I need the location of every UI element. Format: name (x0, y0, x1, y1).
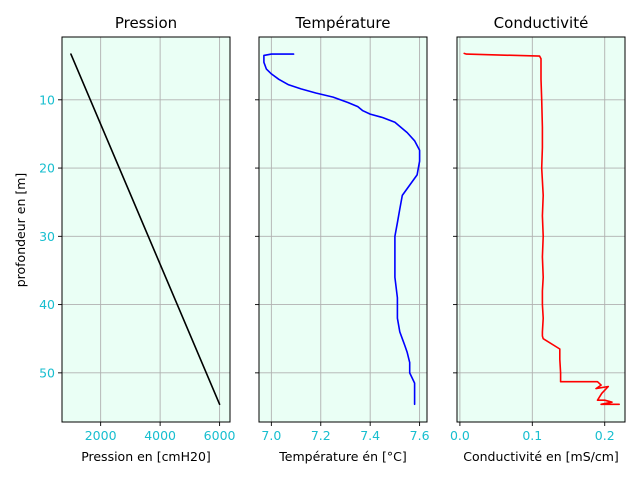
x-tick-label: 2000 (85, 428, 117, 443)
x-axis-label: Pression en [cmH20] (81, 449, 211, 464)
y-tick-label: 30 (39, 229, 55, 244)
x-tick-label: 6000 (204, 428, 236, 443)
panel-3: 0.0 0.1 0.2 Conductivité Conductivité en [mS… (450, 14, 626, 464)
y-axis-label: profondeur en [m] (13, 173, 28, 288)
panel-title: Conductivité (494, 14, 589, 32)
panel-1: 2000 4000 6000 10 20 30 40 50 Pression Pression e… (39, 14, 235, 464)
y-tick-label: 10 (39, 92, 55, 107)
x-tick-label: 7.4 (360, 428, 380, 443)
plot-frame (258, 36, 428, 423)
x-tick-label: 7.6 (410, 428, 430, 443)
series-line-1 (463, 52, 621, 406)
series-line-1 (263, 53, 421, 406)
panel-title: Température (294, 14, 390, 32)
x-axis-label: Température én [°C] (278, 449, 406, 464)
y-tick-label: 50 (39, 365, 55, 380)
x-tick-label: 7.0 (261, 428, 281, 443)
x-tick-label: 0.1 (522, 428, 542, 443)
plot-area (259, 37, 427, 422)
x-tick-label: 4000 (144, 428, 176, 443)
plot-frame (456, 36, 626, 423)
x-tick-label: 0.0 (450, 428, 470, 443)
x-tick-label: 0.2 (595, 428, 615, 443)
plot-frame (61, 36, 231, 423)
x-axis-label: Conductivité en [mS/cm] (463, 449, 619, 464)
y-tick-label: 40 (39, 297, 55, 312)
panel-2: 7.0 7.2 7.4 7.6 Température Température én [°… (255, 14, 430, 464)
x-tick-label: 7.2 (311, 428, 331, 443)
panel-title: Pression (115, 14, 177, 32)
series-line-1 (70, 53, 221, 406)
y-tick-label: 20 (39, 161, 55, 176)
